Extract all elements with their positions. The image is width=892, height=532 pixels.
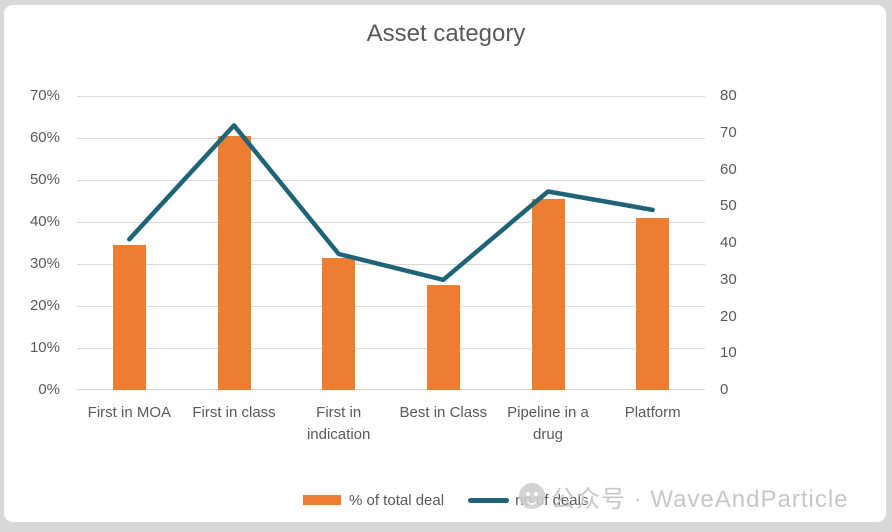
x-axis-label-best-in-class: Best in Class xyxy=(399,404,488,421)
x-axis-label-pipeline-in-a-drug: Pipeline in a drug xyxy=(507,404,589,443)
x-axis-label-first-in-class: First in class xyxy=(192,404,276,421)
watermark-text: 公众号 · WaveAndParticle xyxy=(551,485,849,513)
chart-title: Asset category xyxy=(366,20,526,47)
gridline xyxy=(77,264,705,265)
line-series-swatch-icon xyxy=(468,497,510,503)
legend-label-bar-series: % of total deal xyxy=(349,491,445,509)
gridline xyxy=(77,138,705,139)
right-axis-tick: 40 xyxy=(720,234,737,251)
bar-first-in-class xyxy=(217,135,251,390)
left-axis-tick: 60% xyxy=(29,129,60,146)
left-axis-tick: 50% xyxy=(29,171,60,188)
bar-first-in-indication xyxy=(322,257,356,390)
gridline xyxy=(77,306,705,307)
x-axis-label-first-in-indication: First in indication xyxy=(306,404,371,443)
chart-card xyxy=(3,4,887,523)
watermark: 公众号 · WaveAndParticle xyxy=(519,478,849,514)
gridline xyxy=(77,96,705,97)
x-axis-label-first-in-moa: First in MOA xyxy=(87,404,171,421)
bar-first-in-moa xyxy=(112,245,146,390)
right-axis-tick: 10 xyxy=(720,344,737,362)
right-axis-tick: 0 xyxy=(720,381,729,398)
right-axis-tick: 80 xyxy=(720,87,737,104)
gridline xyxy=(77,222,705,223)
gridline xyxy=(77,180,705,181)
gridline xyxy=(77,348,705,349)
bar-pipeline-in-a-drug xyxy=(531,198,565,390)
line-path xyxy=(127,123,655,283)
plot-area xyxy=(77,96,705,390)
wechat-icon xyxy=(519,483,545,509)
left-axis-tick: 40% xyxy=(29,213,60,230)
right-axis-tick: 60 xyxy=(720,160,737,178)
bar-series-swatch-icon xyxy=(303,495,341,505)
bar-best-in-class xyxy=(426,285,460,390)
x-axis-label-platform: Platform xyxy=(624,404,681,421)
right-axis-tick: 70 xyxy=(720,123,737,141)
x-axis-line xyxy=(77,389,705,390)
line-series xyxy=(127,123,655,283)
left-axis-tick: 70% xyxy=(29,87,60,104)
right-axis-tick: 30 xyxy=(720,270,737,288)
legend-item-bar-series: % of total deal xyxy=(303,492,444,509)
left-axis-tick: 10% xyxy=(29,339,60,356)
right-axis-tick: 20 xyxy=(720,307,737,325)
left-axis-tick: 0% xyxy=(38,381,60,398)
bar-platform xyxy=(636,217,670,390)
left-axis-tick: 30% xyxy=(29,255,60,272)
right-axis-tick: 50 xyxy=(720,197,737,215)
left-axis-tick: 20% xyxy=(29,297,60,314)
